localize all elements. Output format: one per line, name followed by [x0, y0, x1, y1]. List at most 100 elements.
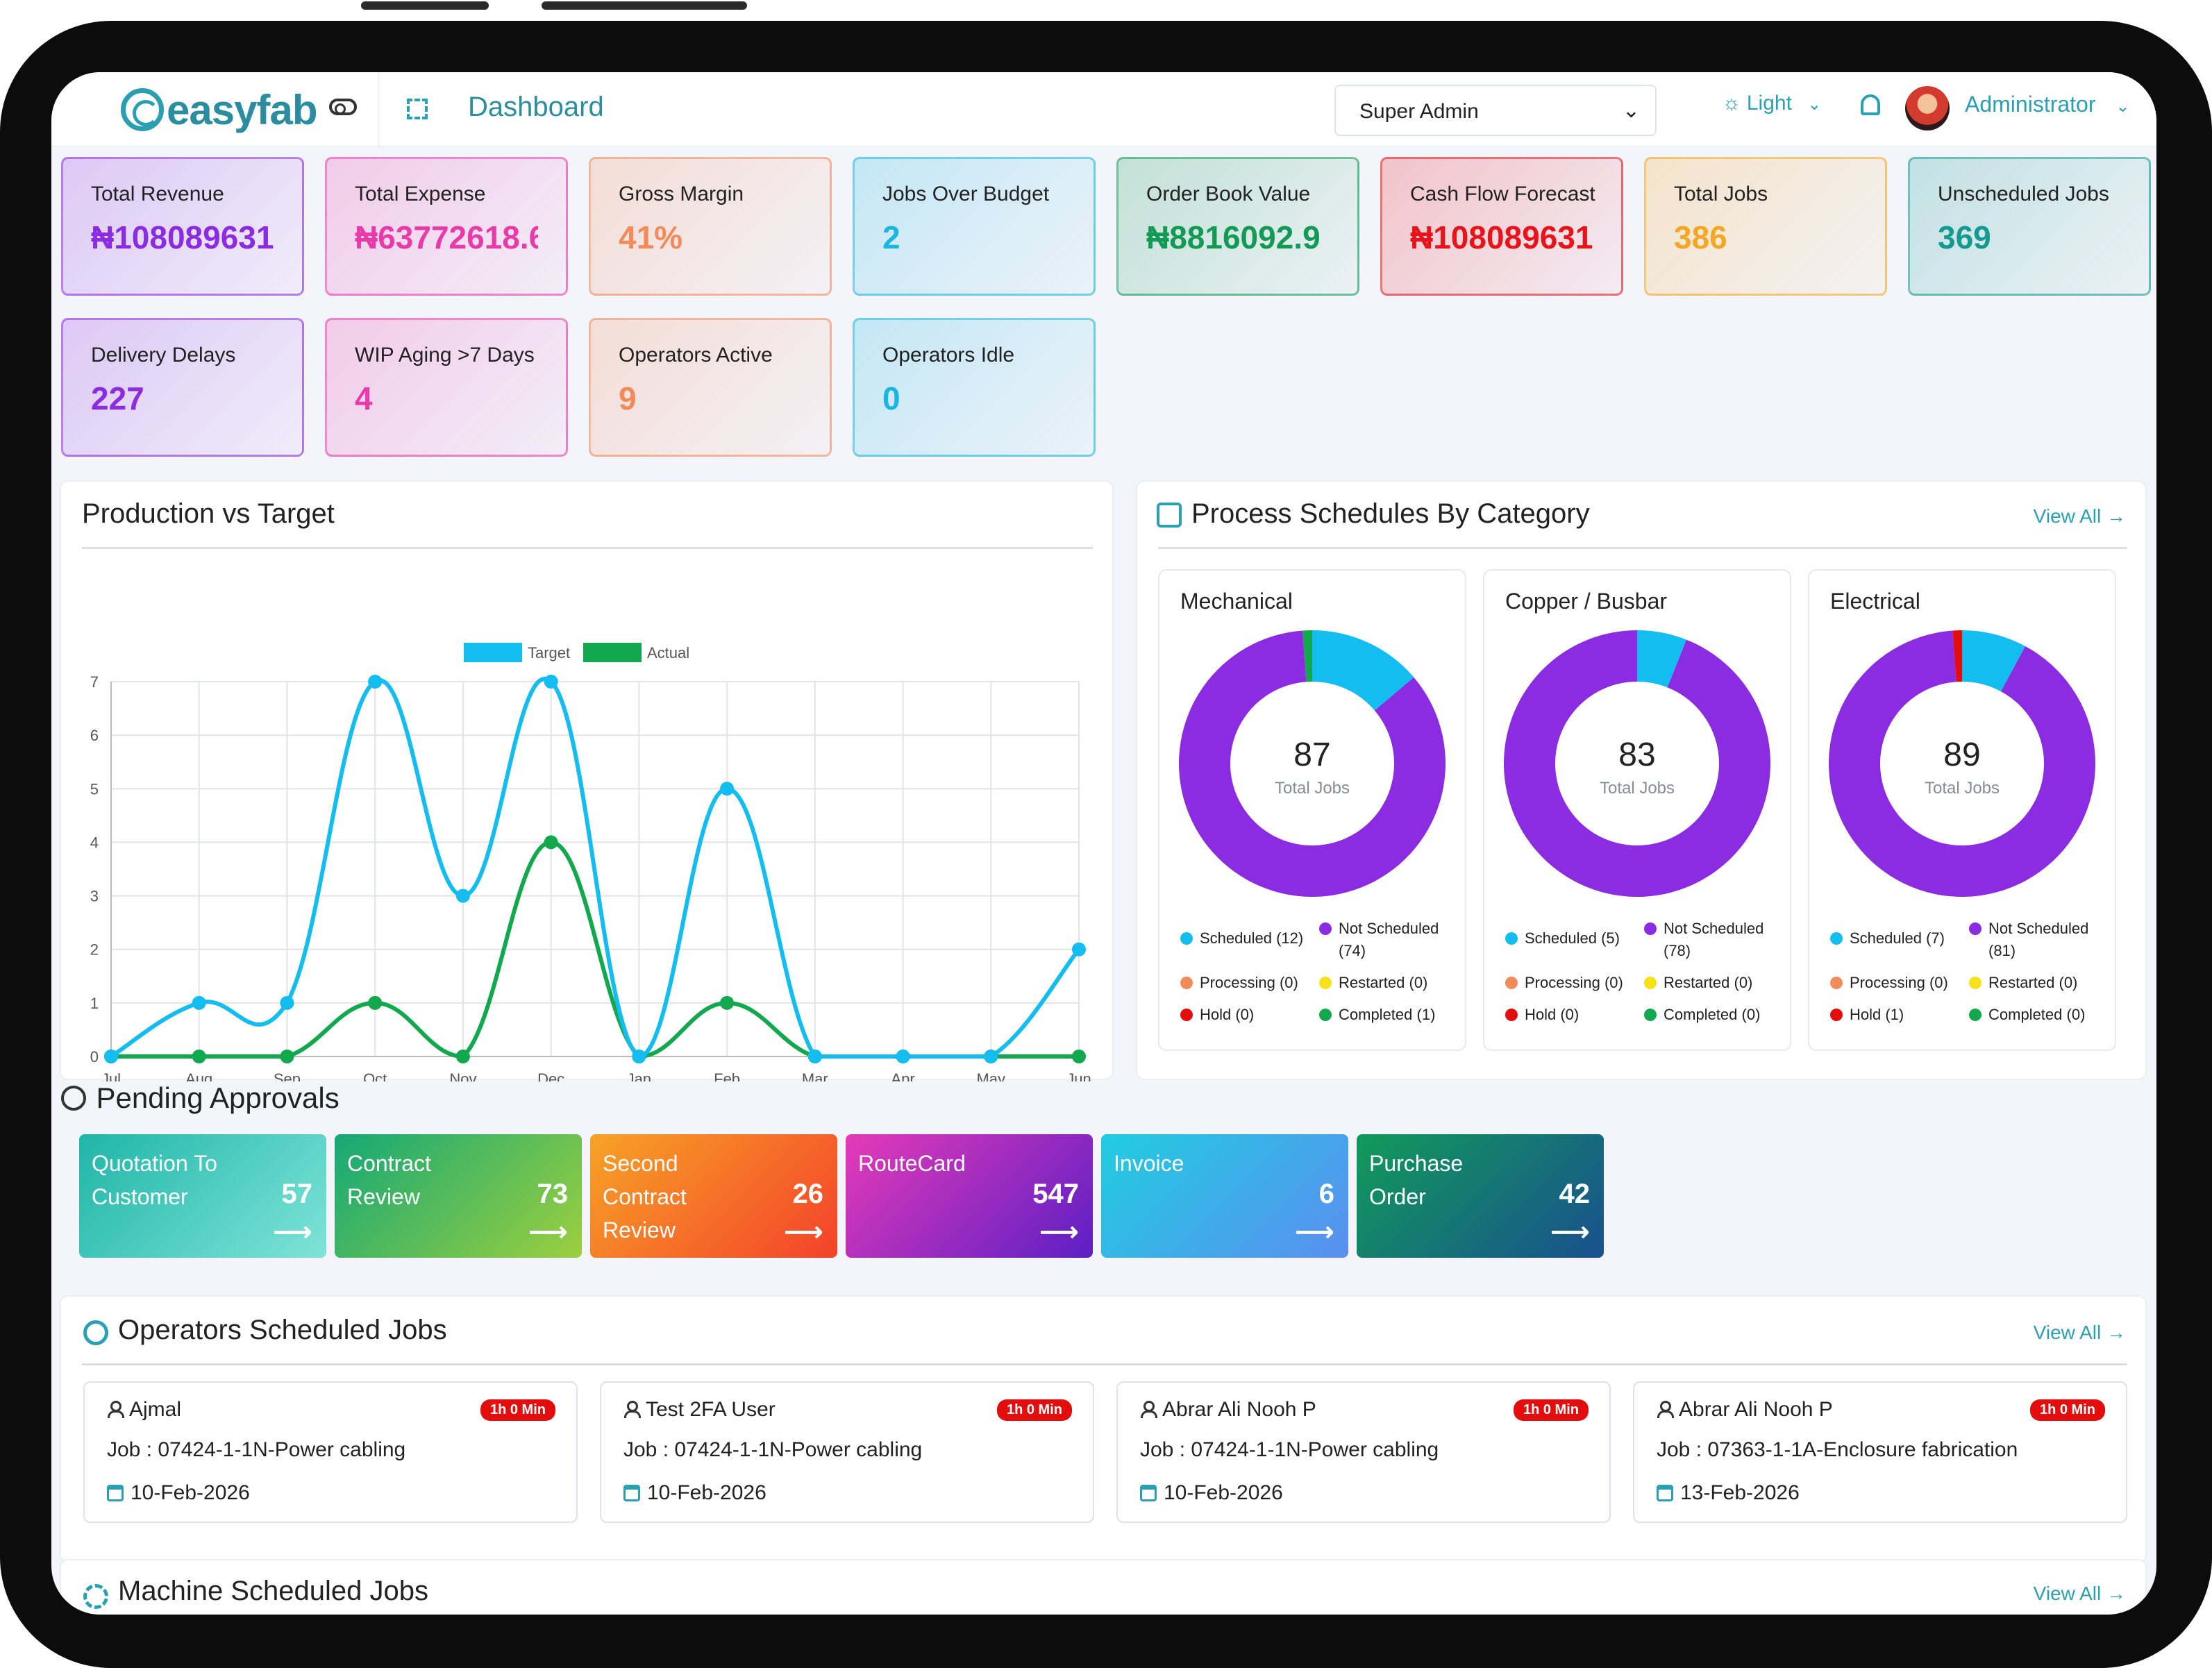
arrow-right-icon[interactable]: ⟶	[783, 1217, 823, 1247]
y-tick-label: 4	[90, 834, 99, 851]
data-point-actual	[368, 995, 383, 1010]
view-all-label: View All	[2033, 1322, 2102, 1343]
bell-icon[interactable]	[1861, 94, 1880, 115]
kpi-value: ₦108089631.0	[1410, 219, 1593, 255]
legend-dot	[1319, 923, 1332, 935]
theme-label: Light	[1746, 92, 1792, 115]
user-menu[interactable]: Administrator ⌄	[1965, 92, 2130, 117]
approval-card[interactable]: Quotation To Customer 57 ⟶	[79, 1134, 326, 1258]
arrow-right-icon[interactable]: ⟶	[272, 1217, 312, 1247]
view-all-link[interactable]: View All →	[2033, 1583, 2126, 1604]
legend-scheduled: Scheduled (5)	[1505, 927, 1620, 950]
legend-label: Hold (0)	[1525, 1006, 1580, 1023]
brand-logo[interactable]: easyfab	[121, 85, 317, 135]
operator-job-card[interactable]: Abrar Ali Nooh P 1h 0 Min Job : 07424-1-1N…	[1116, 1381, 1611, 1523]
kpi-card[interactable]: WIP Aging >7 Days 4	[325, 318, 568, 457]
kpi-card[interactable]: Total Revenue ₦108089631.0	[61, 157, 304, 296]
legend-dot	[1319, 977, 1332, 989]
data-point-target	[280, 995, 294, 1010]
arrow-right-icon[interactable]: ⟶	[528, 1217, 568, 1247]
category-card[interactable]: Electrical 89 Total Jobs Scheduled (7) Not S…	[1808, 569, 2116, 1051]
donut-total-label: Total Jobs	[1924, 779, 2000, 798]
role-select[interactable]: Super Admin ⌄	[1334, 85, 1657, 136]
approval-title-line: Invoice	[1114, 1151, 1184, 1176]
legend-dot	[1644, 977, 1657, 989]
legend-restarted: Restarted (0)	[1644, 972, 1752, 994]
legend-not-scheduled: Not Scheduled (74)	[1319, 918, 1439, 962]
job-date: 10-Feb-2026	[647, 1481, 766, 1504]
kpi-label: Cash Flow Forecast	[1410, 183, 1595, 205]
divider	[82, 547, 1093, 549]
legend-processing: Processing (0)	[1830, 972, 1948, 994]
chevron-down-icon: ⌄	[1807, 95, 1822, 114]
data-point-actual	[280, 1050, 294, 1063]
kpi-card[interactable]: Operators Active 9	[589, 318, 832, 457]
kpi-label: Operators Idle	[882, 344, 1015, 367]
sidebar-toggle-icon[interactable]	[329, 99, 357, 115]
category-card[interactable]: Copper / Busbar 83 Total Jobs Scheduled (5)…	[1483, 569, 1791, 1051]
view-all-link[interactable]: View All →	[2033, 1322, 2126, 1343]
kpi-card[interactable]: Total Expense ₦63772618.6	[325, 157, 568, 296]
approval-count: 42	[1559, 1179, 1591, 1209]
x-tick-label: Feb	[714, 1070, 740, 1081]
theme-toggle[interactable]: ☼ Light ⌄	[1722, 92, 1821, 115]
duration-badge: 1h 0 Min	[2029, 1399, 2105, 1421]
kpi-value: 9	[619, 380, 637, 416]
fullscreen-icon[interactable]	[407, 99, 428, 119]
kpi-card[interactable]: Delivery Delays 227	[61, 318, 304, 457]
arrow-right-icon[interactable]: ⟶	[1294, 1217, 1334, 1247]
operator-job-card[interactable]: Abrar Ali Nooh P 1h 0 Min Job : 07363-1-1A…	[1633, 1381, 2127, 1523]
kpi-value: 227	[91, 380, 144, 416]
donut-total: 87	[1293, 736, 1331, 773]
chart-ticks: 0 1 2 3 4 5 6 7 Jul Aug Sep Oct Nov Dec Jan Feb Mar Apr Ma…	[90, 673, 1091, 1081]
lifebuoy-icon	[83, 1320, 108, 1345]
approval-title-line: Review	[347, 1184, 420, 1209]
approval-card[interactable]: Invoice 6 ⟶	[1101, 1134, 1348, 1258]
legend-dot	[1505, 1009, 1518, 1021]
kpi-card[interactable]: Unscheduled Jobs 369	[1908, 157, 2151, 296]
arrow-right-icon[interactable]: ⟶	[1550, 1217, 1590, 1247]
approval-card[interactable]: RouteCard 547 ⟶	[846, 1134, 1093, 1258]
view-all-link[interactable]: View All →	[2033, 505, 2126, 527]
y-tick-label: 0	[90, 1048, 99, 1065]
kpi-card[interactable]: Order Book Value ₦8816092.9	[1116, 157, 1359, 296]
operator-job-card[interactable]: Ajmal 1h 0 Min Job : 07424-1-1N-Power cabl…	[83, 1381, 578, 1523]
operator-job-card[interactable]: Test 2FA User 1h 0 Min Job : 07424-1-1N-Po…	[600, 1381, 1094, 1523]
kpi-label: Total Revenue	[91, 183, 224, 205]
view-all-label: View All	[2033, 1583, 2102, 1604]
legend-scheduled: Scheduled (7)	[1830, 927, 1945, 950]
approval-card[interactable]: Purchase Order 42 ⟶	[1357, 1134, 1604, 1258]
kpi-card[interactable]: Cash Flow Forecast ₦108089631.0	[1380, 157, 1623, 296]
legend-scheduled: Scheduled (12)	[1180, 927, 1303, 950]
kpi-card[interactable]: Gross Margin 41%	[589, 157, 832, 296]
approval-card[interactable]: Contract Review 73 ⟶	[335, 1134, 582, 1258]
kpi-value: 369	[1938, 219, 1991, 255]
approval-card[interactable]: Second Contract Review 26 ⟶	[590, 1134, 837, 1258]
legend-hold: Hold (0)	[1505, 1004, 1579, 1026]
data-point-target	[1072, 942, 1086, 957]
y-tick-label: 3	[90, 888, 99, 905]
arrow-right-icon[interactable]: ⟶	[1039, 1217, 1079, 1247]
kpi-value: 386	[1674, 219, 1727, 255]
kpi-card[interactable]: Total Jobs 386	[1644, 157, 1887, 296]
category-name: Copper / Busbar	[1505, 589, 1668, 614]
legend-dot	[1644, 1009, 1657, 1021]
approval-title: Contract Review	[347, 1147, 514, 1213]
avatar[interactable]	[1905, 86, 1950, 130]
series-line-target	[110, 677, 1081, 1059]
kpi-card[interactable]: Operators Idle 0	[853, 318, 1096, 457]
y-tick-label: 5	[90, 780, 99, 798]
kpi-value: 41%	[619, 219, 683, 255]
operator-name: Abrar Ali Nooh P	[1162, 1398, 1316, 1421]
data-point-target	[544, 675, 558, 689]
kpi-label: Total Jobs	[1674, 183, 1768, 205]
approval-title-line: Quotation To	[92, 1151, 217, 1176]
legend-dot	[1505, 932, 1518, 945]
check-circle-icon	[61, 1086, 86, 1111]
approval-title-line: Customer	[92, 1184, 188, 1209]
category-card[interactable]: Mechanical 87 Total Jobs Scheduled (12) Not …	[1158, 569, 1466, 1051]
legend-dot	[1969, 923, 1981, 935]
kpi-card[interactable]: Jobs Over Budget 2	[853, 157, 1096, 296]
legend-swatch	[464, 643, 522, 662]
chart-legend: Target Actual	[464, 643, 689, 662]
